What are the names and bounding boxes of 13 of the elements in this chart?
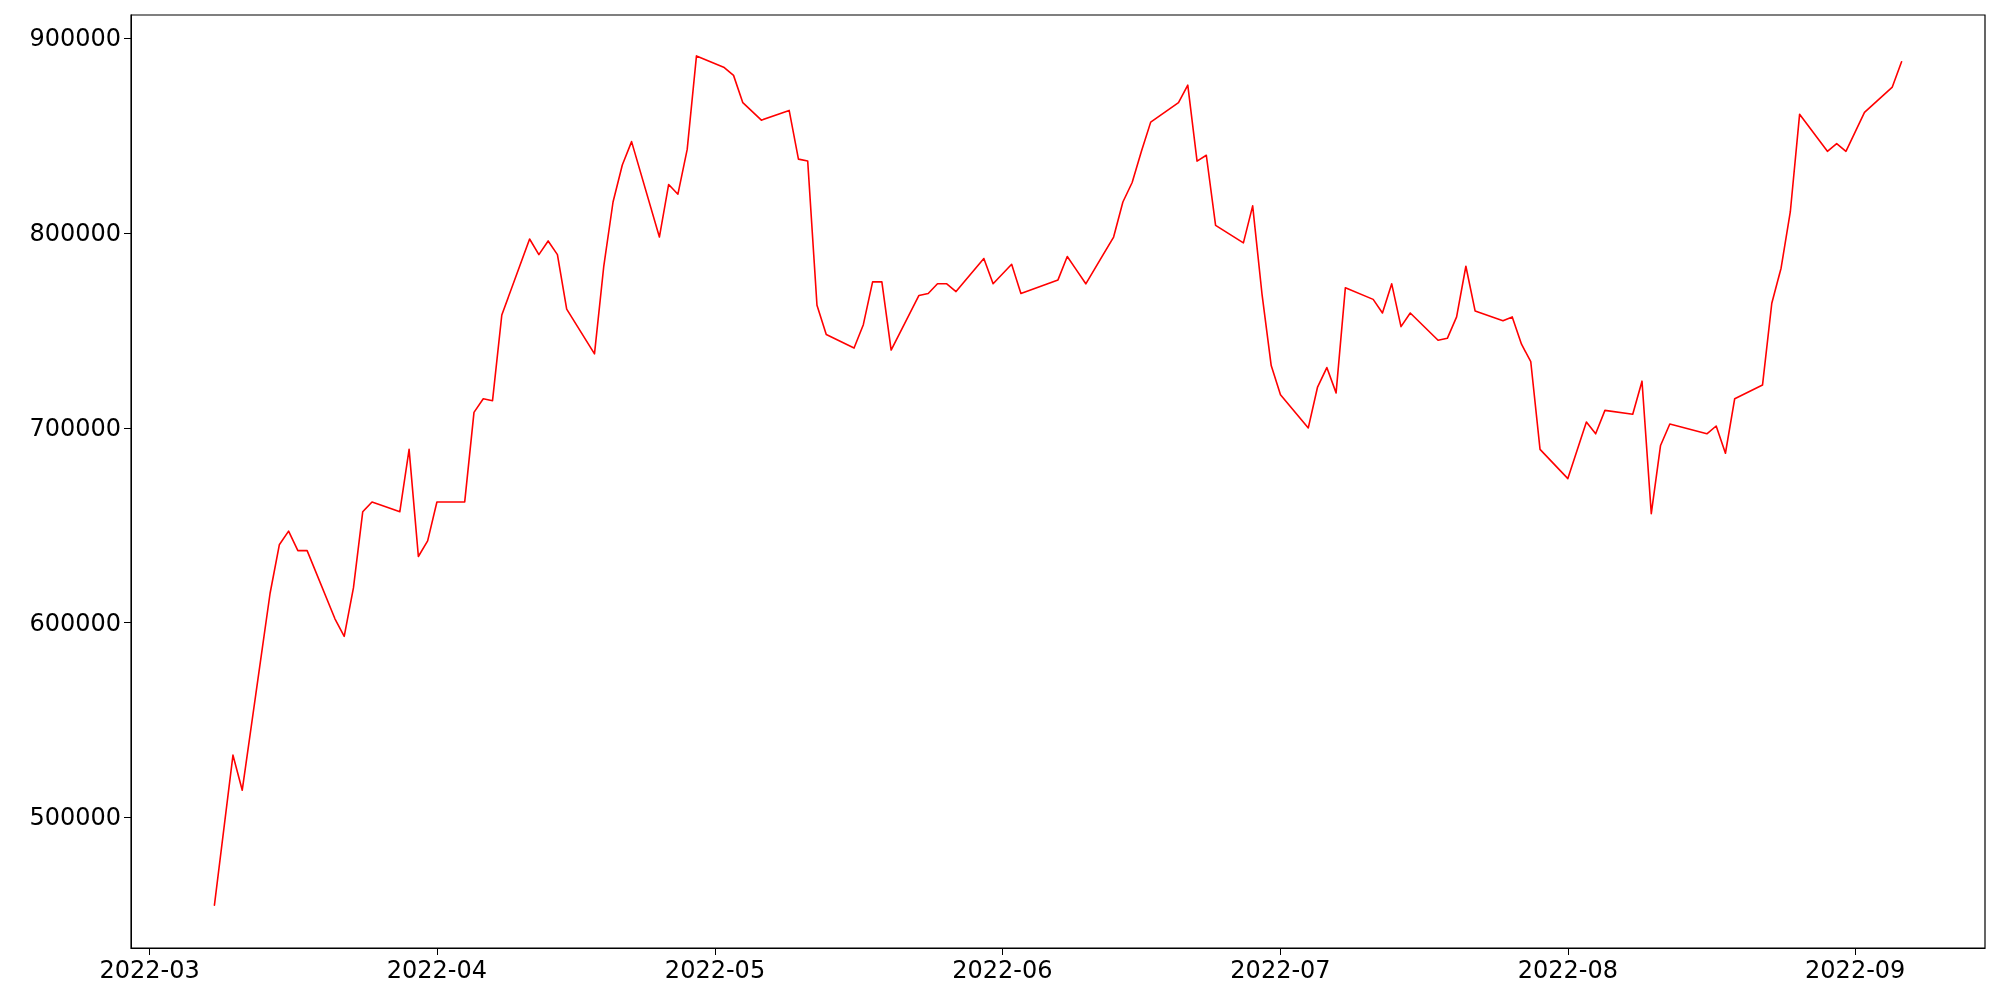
y-tick-label: 600000 [29,608,121,637]
x-tick-label: 2022-07 [1230,956,1331,984]
y-tick-label: 800000 [29,219,121,248]
y-tick-label: 500000 [29,803,121,832]
y-tick-label: 900000 [29,24,121,53]
x-tick-label: 2022-05 [664,956,766,984]
x-tick-label: 2022-09 [1805,956,1906,984]
y-tick-label: 700000 [29,413,121,442]
line-series [213,55,1903,906]
x-tick-label: 2022-08 [1517,956,1618,984]
x-tick-label: 2022-06 [952,956,1053,984]
x-tick-label: 2022-04 [386,956,488,984]
x-tick-label: 2022-03 [99,956,200,984]
